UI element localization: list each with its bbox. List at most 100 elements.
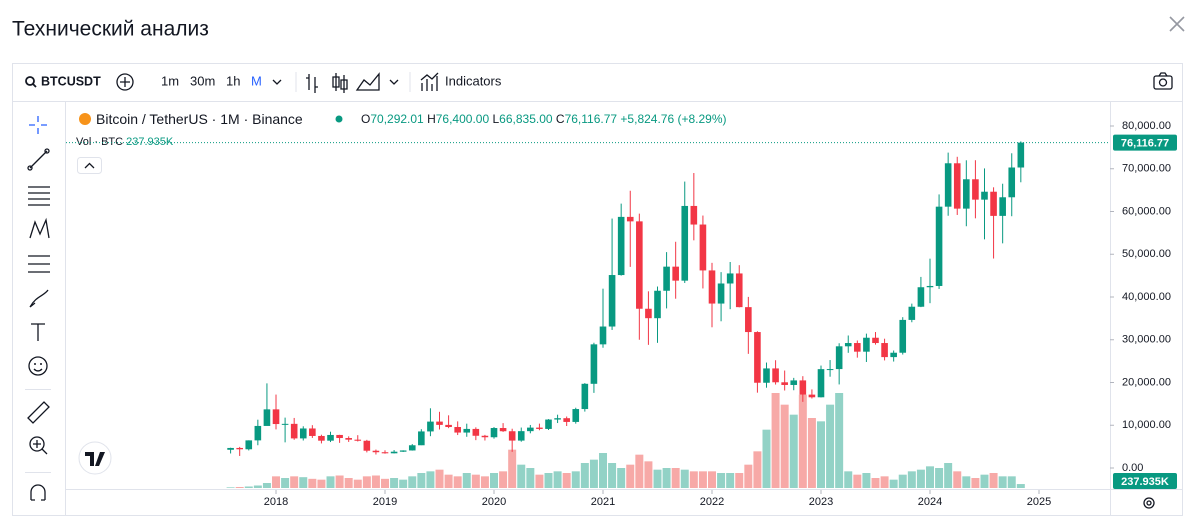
zoom[interactable] [29, 436, 48, 455]
chevron[interactable] [389, 79, 399, 85]
candle-body [699, 224, 707, 271]
interval[interactable]: 1m [161, 73, 179, 88]
volume-legend: Vol · BTC 237.935K [76, 136, 174, 148]
candle-body [299, 428, 307, 439]
forecast[interactable] [28, 255, 50, 273]
volume-bar [499, 471, 508, 488]
pattern[interactable] [29, 217, 50, 239]
compare[interactable] [116, 73, 134, 91]
y-tick-label: 60,000.00 [1122, 205, 1171, 217]
candle-body [790, 380, 798, 385]
trend-line[interactable] [29, 150, 48, 169]
interval[interactable]: 1h [226, 73, 240, 88]
candle-body [463, 428, 471, 433]
volume-bar [907, 471, 916, 488]
candle-body [726, 273, 734, 284]
candle-body [863, 337, 870, 352]
volume-bar [608, 463, 617, 488]
volume-bar [580, 463, 589, 488]
chevron[interactable] [272, 79, 282, 85]
candle-body [390, 451, 398, 454]
title: Технический анализ [12, 18, 209, 41]
candle-body [327, 434, 334, 441]
volume-bar [753, 451, 762, 488]
candle-body [481, 435, 489, 438]
x-tick-label: 2019 [373, 496, 397, 508]
indicators-button[interactable]: Indicators [420, 72, 502, 91]
x-tick-label: 2024 [918, 496, 942, 508]
crosshair[interactable] [29, 116, 47, 134]
collapse-button[interactable] [77, 157, 102, 174]
magnet[interactable] [30, 484, 46, 501]
candle-body [1008, 167, 1016, 198]
interval[interactable]: 30m [190, 73, 215, 88]
volume-bar [853, 474, 862, 488]
volume-bar [381, 478, 390, 488]
volume-bar [835, 393, 844, 488]
volume-bar [789, 414, 798, 488]
volume-bar [735, 473, 744, 488]
volume-bar [553, 471, 562, 488]
close-button[interactable] [1169, 16, 1185, 32]
candle-body [354, 439, 362, 441]
ruler[interactable] [27, 401, 50, 424]
volume-bar [889, 479, 898, 488]
candle-body [935, 206, 943, 286]
volume-bar [771, 393, 780, 488]
settings[interactable] [1143, 497, 1155, 509]
candle-body [608, 275, 616, 327]
area-icon[interactable] [355, 72, 380, 91]
volume-bar [281, 478, 290, 488]
candle-body [254, 425, 262, 441]
candle-body [554, 418, 561, 420]
volume-bar [744, 464, 753, 488]
volume-bar [953, 471, 962, 488]
volume-bar [644, 461, 653, 488]
candle-body [690, 205, 698, 225]
interval-active[interactable]: M [251, 73, 262, 88]
candle-body [363, 440, 371, 451]
fib[interactable] [28, 186, 50, 206]
x-tick-label: 2021 [591, 496, 615, 508]
candle-body [917, 287, 925, 307]
indicators: Indicators [445, 73, 502, 88]
volume-bar [1007, 476, 1016, 488]
volume-bar [262, 483, 271, 488]
candle-body [536, 427, 543, 429]
bars-icon[interactable] [306, 74, 318, 93]
y-tick-label: 30,000.00 [1122, 334, 1171, 346]
candle-body [590, 344, 598, 384]
candle-body [309, 428, 316, 436]
candle-body [263, 409, 271, 426]
volume-bar [235, 487, 244, 488]
candle-body [408, 445, 416, 451]
y-tick-label: 10,000.00 [1122, 419, 1171, 431]
brush[interactable] [29, 289, 49, 308]
candle-body [654, 290, 661, 319]
y-tick-label: 50,000.00 [1122, 248, 1171, 260]
candle-body [227, 447, 234, 450]
candle-body [427, 421, 434, 432]
volume-bar [353, 479, 362, 488]
volume-bar [880, 476, 889, 488]
volume-bar [935, 468, 944, 488]
volume-bar [653, 469, 662, 488]
candles-icon[interactable] [332, 73, 348, 93]
candle-body [772, 368, 779, 383]
ohlc-value: 66,835.00 [499, 112, 553, 126]
symbol-search[interactable]: BTCUSDT [25, 74, 101, 88]
emoji[interactable] [28, 356, 48, 376]
price-tag [1113, 134, 1177, 151]
ohlc-value: 70,292.01 [370, 112, 424, 126]
volume-bar [508, 449, 517, 488]
text-tool[interactable] [31, 323, 45, 341]
volume-bar [344, 478, 353, 488]
volume-bar [998, 476, 1007, 488]
ohlc-value: 76,116.77 [565, 112, 618, 126]
candle-body [999, 197, 1006, 216]
candle-body [527, 427, 534, 432]
ohlc-value: 76,400.00 [436, 112, 490, 126]
price-label: 76,116.77 [1121, 138, 1169, 150]
camera[interactable] [1153, 72, 1173, 90]
